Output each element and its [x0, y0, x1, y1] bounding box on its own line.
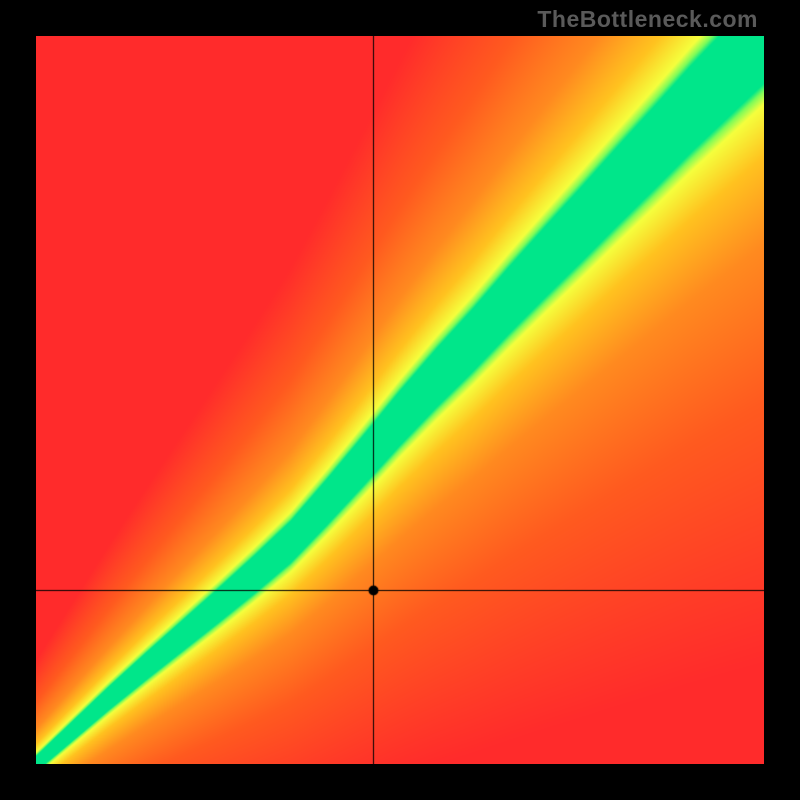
heatmap-canvas	[36, 36, 764, 764]
chart-container: TheBottleneck.com	[0, 0, 800, 800]
watermark-text: TheBottleneck.com	[537, 6, 758, 33]
heatmap-plot	[36, 36, 764, 764]
